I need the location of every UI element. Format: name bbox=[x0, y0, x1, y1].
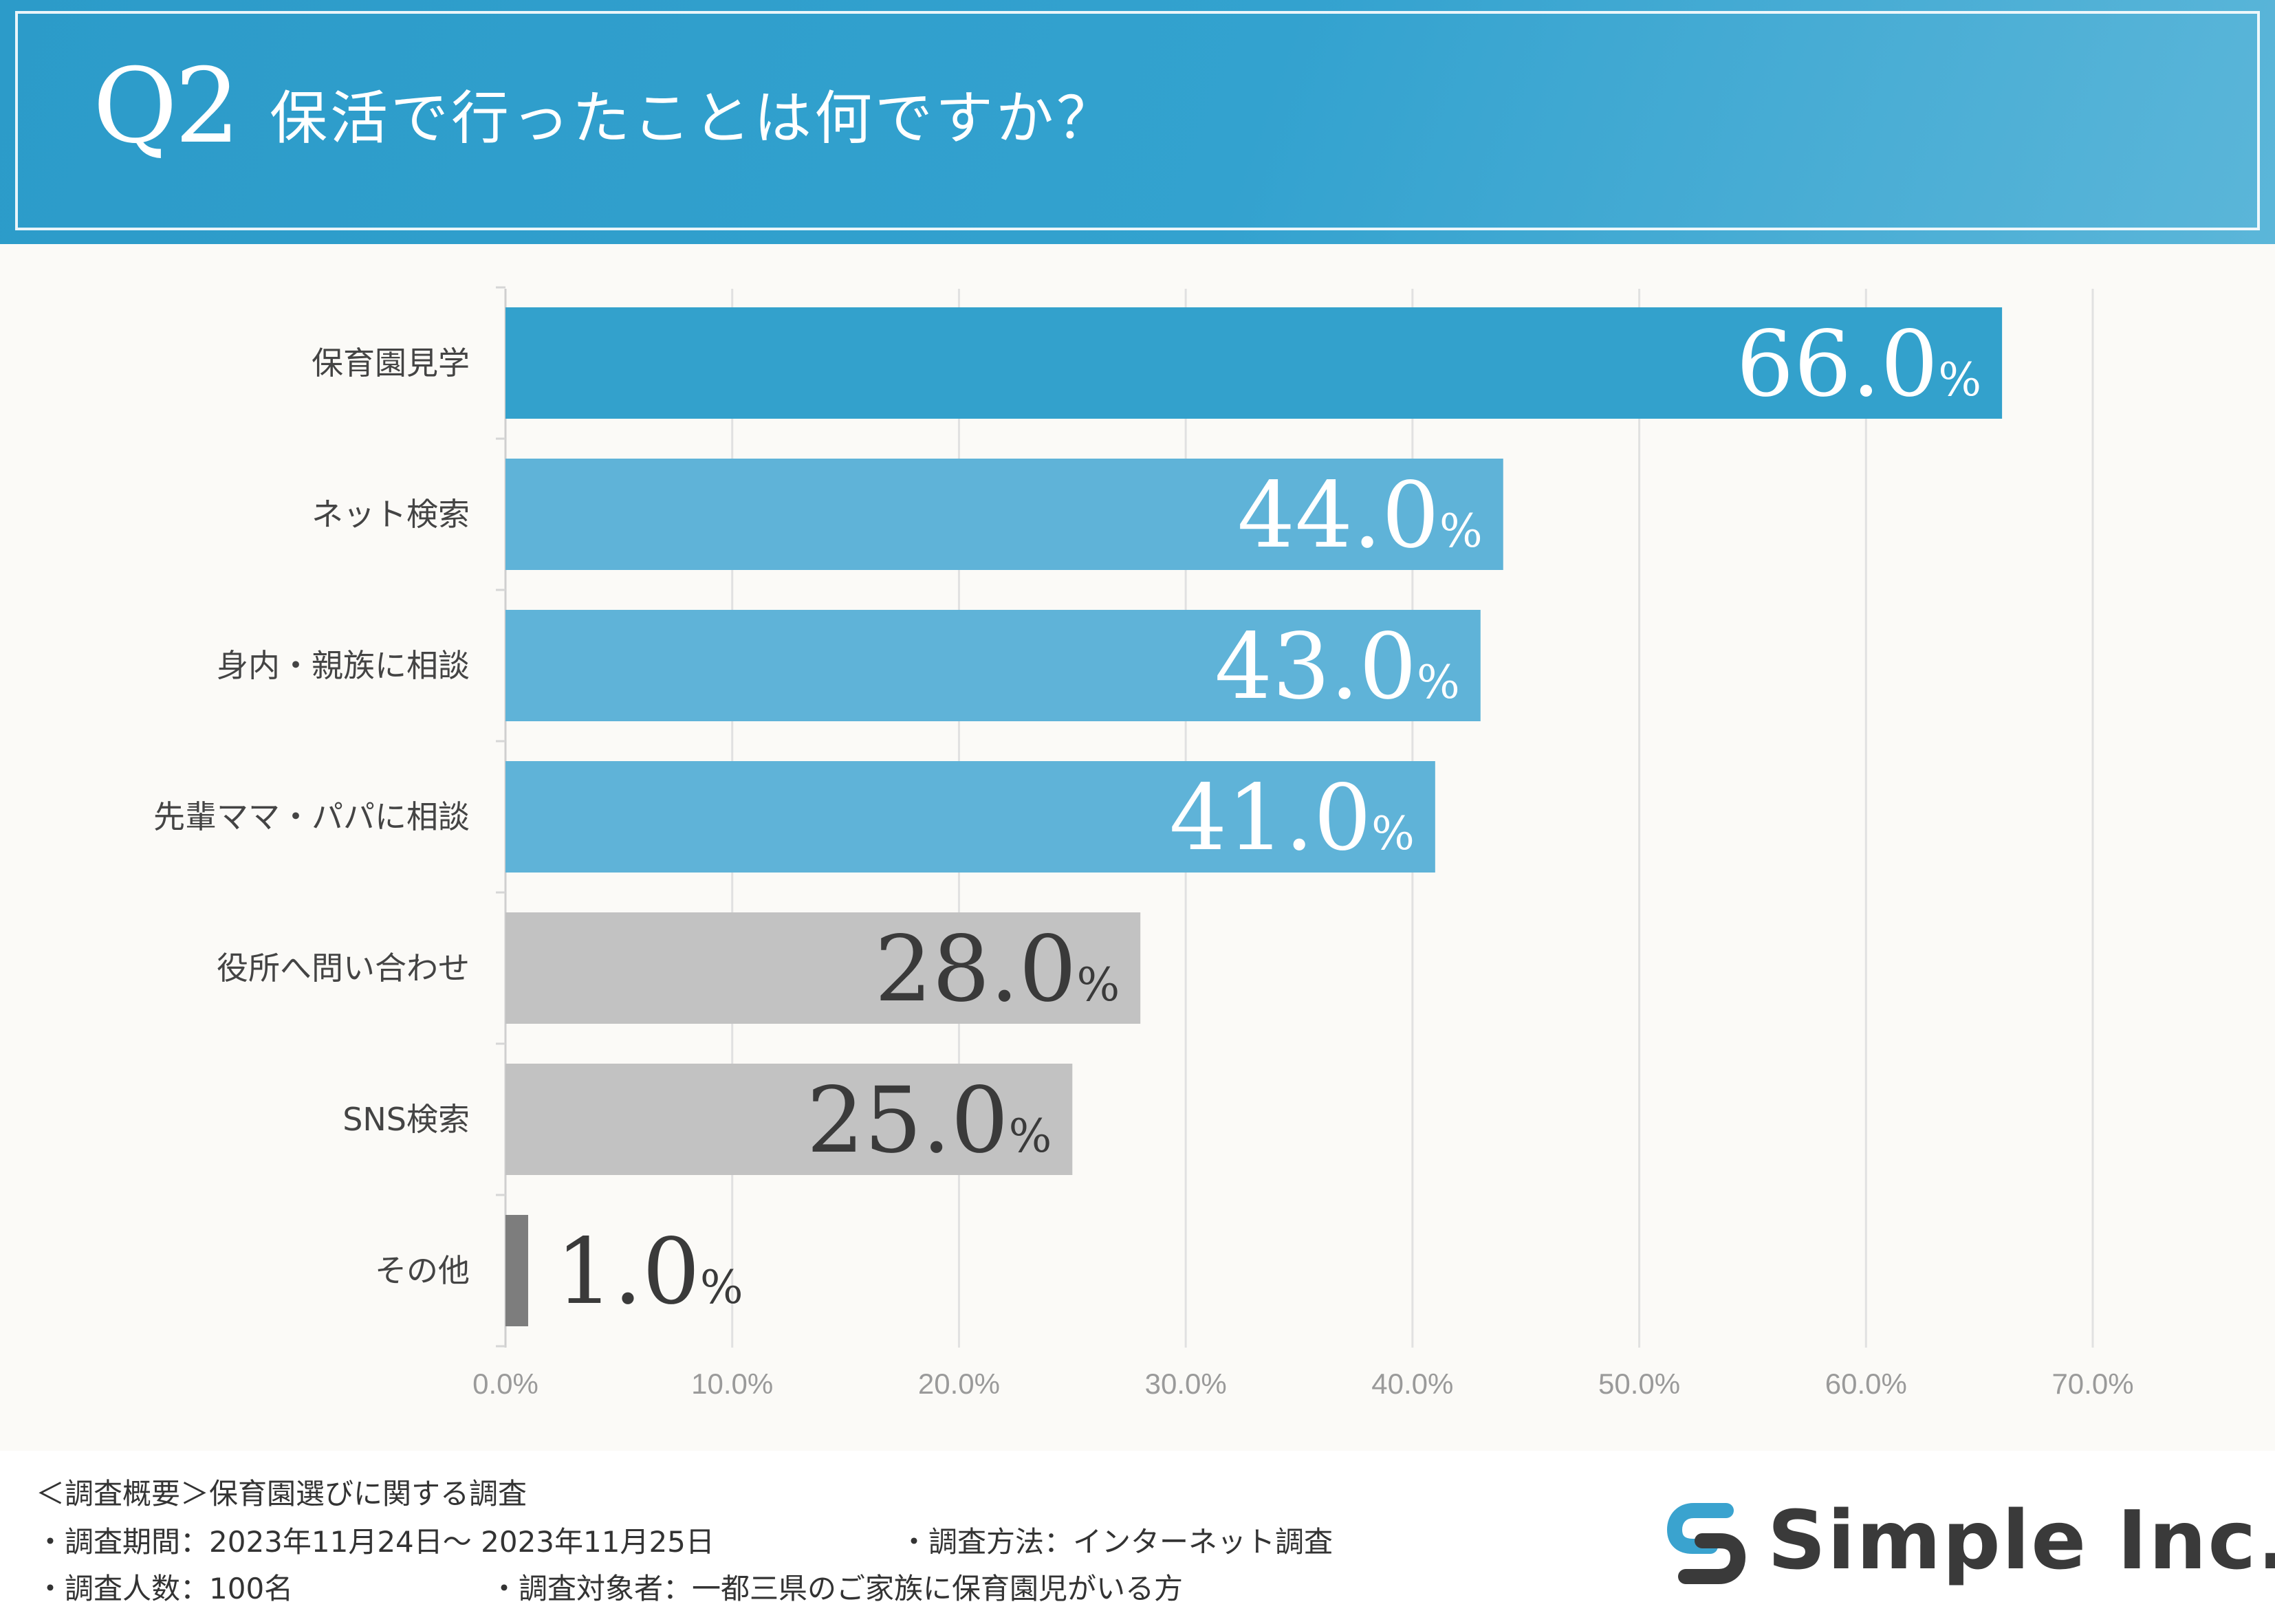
x-axis-tick-labels: 0.0% 10.0% 20.0% 30.0% 40.0% 50.0% 60.0% 70.0% bbox=[472, 1368, 2133, 1400]
value-label: 43.0% bbox=[1215, 614, 1460, 720]
bar bbox=[505, 912, 1141, 1024]
value-label: 1.0% bbox=[556, 1219, 743, 1325]
x-tick-label: 70.0% bbox=[2051, 1368, 2133, 1400]
category-label: 保育園見学 bbox=[312, 344, 470, 382]
header-banner: Q2 保活で行ったことは何ですか？ bbox=[0, 0, 2275, 244]
value-unit: % bbox=[1938, 353, 1981, 406]
value-number: 66.0 bbox=[1736, 311, 1938, 417]
bar bbox=[505, 307, 2003, 419]
value-unit: % bbox=[1417, 656, 1460, 709]
question-title: 保活で行ったことは何ですか？ bbox=[270, 85, 1118, 152]
bar bbox=[505, 761, 1435, 873]
bar bbox=[505, 459, 1503, 570]
category-label: ネット検索 bbox=[312, 496, 470, 533]
x-tick-label: 40.0% bbox=[1371, 1368, 1453, 1400]
bar bbox=[505, 1215, 528, 1326]
bar bbox=[505, 1064, 1073, 1175]
value-number: 28.0 bbox=[875, 917, 1077, 1022]
value-label: 41.0% bbox=[1169, 765, 1415, 871]
company-logo: Simple Inc. bbox=[1661, 1495, 2275, 1599]
value-number: 43.0 bbox=[1215, 614, 1417, 720]
survey-period: ・調査期間：2023年11月24日～ 2023年11月25日 bbox=[36, 1525, 715, 1559]
survey-method: ・調査方法：インターネット調査 bbox=[900, 1525, 1334, 1559]
value-number: 41.0 bbox=[1169, 765, 1371, 871]
x-tick-label: 50.0% bbox=[1598, 1368, 1680, 1400]
value-number: 44.0 bbox=[1237, 463, 1439, 569]
value-labels: 66.0%44.0%43.0%41.0%28.0%25.0%1.0% bbox=[556, 311, 1981, 1325]
x-tick-label: 60.0% bbox=[1825, 1368, 1907, 1400]
survey-target: ・調査対象者：一都三県のご家族に保育園児がいる方 bbox=[490, 1572, 1184, 1605]
x-tick-label: 10.0% bbox=[691, 1368, 773, 1400]
value-label: 25.0% bbox=[807, 1068, 1052, 1174]
chart-bars bbox=[505, 307, 2003, 1326]
question-number: Q2 bbox=[93, 47, 240, 166]
category-label: SNS検索 bbox=[342, 1101, 470, 1138]
value-label: 28.0% bbox=[875, 917, 1120, 1022]
header-frame bbox=[15, 11, 2260, 230]
value-unit: % bbox=[1371, 807, 1415, 860]
value-number: 25.0 bbox=[807, 1068, 1009, 1174]
simple-inc-logo-icon bbox=[1666, 1503, 1746, 1584]
bar bbox=[505, 610, 1481, 721]
value-unit: % bbox=[1076, 958, 1120, 1011]
category-label: その他 bbox=[375, 1252, 470, 1289]
value-label: 44.0% bbox=[1237, 463, 1483, 569]
x-tick-label: 20.0% bbox=[918, 1368, 1000, 1400]
footer bbox=[0, 1451, 2275, 1624]
category-label: 先輩ママ・パパに相談 bbox=[153, 798, 470, 835]
value-unit: % bbox=[700, 1261, 743, 1314]
value-unit: % bbox=[1009, 1110, 1052, 1163]
value-number: 1.0 bbox=[556, 1219, 700, 1325]
category-label: 身内・親族に相談 bbox=[217, 647, 470, 684]
value-unit: % bbox=[1439, 505, 1483, 558]
x-tick-label: 30.0% bbox=[1145, 1368, 1227, 1400]
logo-text: Simple Inc. bbox=[1767, 1493, 2275, 1588]
value-label: 66.0% bbox=[1736, 311, 1981, 417]
survey-sample-size: ・調査人数：100名 bbox=[36, 1572, 294, 1605]
category-label: 役所へ問い合わせ bbox=[217, 950, 470, 987]
x-tick-label: 0.0% bbox=[472, 1368, 538, 1400]
survey-overview: ＜調査概要＞保育園選びに関する調査 bbox=[36, 1477, 527, 1511]
